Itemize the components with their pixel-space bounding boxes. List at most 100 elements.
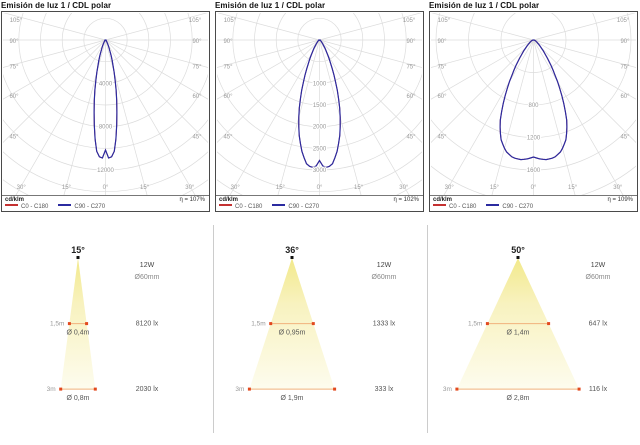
measure-dot — [547, 322, 551, 326]
spread-label: Ø 0,4m — [67, 330, 90, 337]
efficiency-label: η = 107% — [179, 197, 205, 203]
measure-dot — [247, 387, 251, 391]
spread-label: Ø 1,9m — [281, 395, 304, 402]
angle-label: 90° — [9, 39, 19, 45]
angle-label: 105° — [617, 18, 630, 24]
chart-legend: cd/klm η = 109% C0 - C180 C90 - C270 — [430, 195, 637, 211]
ring-value-label: 1000 — [313, 81, 327, 87]
illuminance-label: 647 lx — [589, 321, 608, 328]
c0-legend-label: C0 - C180 — [235, 204, 263, 210]
angle-label: 15° — [490, 185, 500, 191]
polar-grid — [217, 13, 422, 195]
c90-line-swatch — [272, 204, 286, 206]
c90-line-swatch — [486, 204, 500, 206]
polar-panel-1: Emisión de luz 1 / CDL polar 4000 8000 120… — [1, 1, 210, 212]
illuminance-label: 1333 lx — [373, 321, 396, 328]
section-divider — [427, 225, 428, 433]
angle-label: 105° — [403, 18, 416, 24]
angle-label: 45° — [192, 135, 202, 141]
distance-label: 1,5m — [468, 321, 482, 328]
chart-legend: cd/klm η = 107% C0 - C180 C90 - C270 — [2, 195, 209, 211]
measure-dot — [93, 387, 97, 391]
angle-label: 90° — [437, 39, 447, 45]
c90-legend-label: C90 - C270 — [288, 204, 320, 210]
measure-dot — [455, 387, 459, 391]
ring-value-label: 800 — [528, 103, 539, 109]
angle-label: 30° — [231, 185, 241, 191]
luminaire-dot — [516, 256, 520, 259]
polar-grid — [431, 13, 636, 195]
angle-label: 75° — [9, 65, 19, 71]
beam-cone-diagram: 36° 12W Ø60mm 1,5m Ø 0,95m 1333 lx 3m Ø 1,9m 333… — [235, 245, 397, 402]
ring-value-label: 2500 — [313, 146, 327, 152]
measure-dot — [67, 322, 71, 326]
distance-label: 3m — [235, 386, 244, 393]
angle-label: 60° — [223, 94, 233, 100]
angle-label: 45° — [620, 135, 630, 141]
measure-dot — [333, 387, 337, 391]
illuminance-label: 8120 lx — [136, 321, 159, 328]
polar-chart: 4000 8000 12000 0° 15° 15° 30° 30° 45° 45° 60° 60° 7… — [3, 13, 208, 195]
polar-panel-2: Emisión de luz 1 / CDL polar 1000 1500 200… — [215, 1, 424, 212]
angle-label: 30° — [17, 185, 27, 191]
angle-label: 75° — [192, 65, 202, 71]
ring-value-label: 1600 — [527, 168, 541, 174]
diameter-label: Ø60mm — [372, 274, 397, 281]
chart-legend: cd/klm η = 102% C0 - C180 C90 - C270 — [216, 195, 423, 211]
angle-label: 60° — [9, 94, 19, 100]
curve-c90-c270 — [499, 39, 568, 161]
curve-c90-c270 — [298, 39, 341, 169]
angle-label: 30° — [613, 185, 623, 191]
diameter-label: Ø60mm — [586, 274, 611, 281]
angle-label: 105° — [438, 18, 451, 24]
angle-label: 90° — [406, 39, 416, 45]
angle-label: 60° — [620, 94, 630, 100]
distance-label: 3m — [47, 386, 56, 393]
angle-label: 0° — [531, 185, 537, 191]
distance-label: 3m — [443, 386, 452, 393]
c0-legend-label: C0 - C180 — [21, 204, 49, 210]
chart-frame: 800 1200 1600 0° 15° 15° 30° 30° 45° 45° 60° 60° 75°… — [429, 11, 638, 212]
measure-dot — [269, 322, 273, 326]
power-label: 12W — [377, 262, 392, 269]
c0-line-swatch — [219, 204, 232, 206]
polar-chart: 1000 1500 2000 2500 3000 0° 15° 15° 30° 30° 45° 45°… — [217, 13, 422, 195]
angle-label: 105° — [10, 18, 23, 24]
spread-label: Ø 1,4m — [507, 330, 530, 337]
measure-dot — [85, 322, 89, 326]
ring-value-label: 1200 — [527, 136, 541, 142]
beam-section-36: 36° 12W Ø60mm 1,5m Ø 0,95m 1333 lx 3m Ø 1,9m 333… — [214, 225, 427, 435]
c90-line-swatch — [58, 204, 72, 206]
power-label: 12W — [591, 262, 606, 269]
unit-label: cd/klm — [219, 197, 239, 203]
angle-label: 60° — [192, 94, 202, 100]
chart-frame: 4000 8000 12000 0° 15° 15° 30° 30° 45° 45° 60° 60° 7… — [1, 11, 210, 212]
c90-legend-label: C90 - C270 — [502, 204, 534, 210]
angle-label: 30° — [185, 185, 195, 191]
c0-line-swatch — [433, 204, 446, 206]
chart-title: Emisión de luz 1 / CDL polar — [429, 1, 540, 10]
measure-dot — [311, 322, 315, 326]
unit-label: cd/klm — [5, 197, 25, 203]
beam-angle-label: 36° — [285, 245, 299, 255]
chart-frame: 1000 1500 2000 2500 3000 0° 15° 15° 30° 30° 45° 45°… — [215, 11, 424, 212]
luminaire-dot — [76, 256, 80, 259]
spread-label: Ø 2,8m — [507, 395, 530, 402]
angle-label: 60° — [437, 94, 447, 100]
beam-cone-diagram: 50° 12W Ø60mm 1,5m Ø 1,4m 647 lx 3m Ø 2,8m 116 l… — [443, 245, 611, 402]
angle-label: 75° — [620, 65, 630, 71]
c0-legend-label: C0 - C180 — [449, 204, 477, 210]
angle-label: 45° — [437, 135, 447, 141]
c90-legend-label: C90 - C270 — [74, 204, 106, 210]
ring-value-label: 12000 — [97, 168, 114, 174]
angle-label: 105° — [224, 18, 237, 24]
angle-label: 15° — [62, 185, 72, 191]
unit-label: cd/klm — [433, 197, 453, 203]
measure-dot — [577, 387, 581, 391]
measure-dot — [485, 322, 489, 326]
angle-label: 45° — [406, 135, 416, 141]
angle-label: 75° — [437, 65, 447, 71]
polar-panel-3: Emisión de luz 1 / CDL polar 800 1200 1600… — [429, 1, 638, 212]
angle-label: 90° — [223, 39, 233, 45]
measure-dot — [59, 387, 63, 391]
